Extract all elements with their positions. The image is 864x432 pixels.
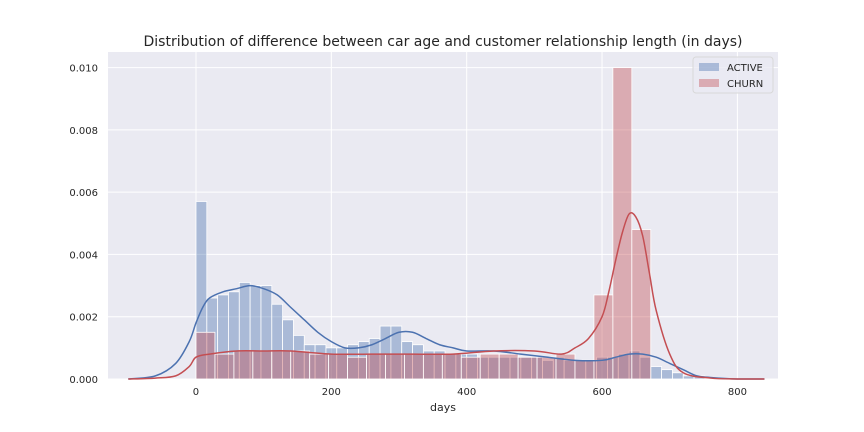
churn-bar <box>631 229 652 380</box>
kde-curves <box>128 212 765 380</box>
churn-bar <box>593 294 614 380</box>
churn-bar <box>233 350 254 380</box>
churn-bar <box>536 356 557 380</box>
y-tick-labels: 0.000 0.002 0.004 0.006 0.008 0.010 <box>69 64 98 386</box>
active-bar <box>650 366 662 380</box>
churn-bar <box>271 350 292 380</box>
churn-bar <box>290 350 311 380</box>
x-axis-label: days <box>430 401 456 414</box>
x-tick-labels: 0 200 400 600 800 <box>193 387 747 398</box>
churn-bar <box>309 353 330 380</box>
churn-bar <box>328 353 348 380</box>
y-tick-label: 0.008 <box>69 126 98 137</box>
chart-title: Distribution of difference between car a… <box>144 34 743 50</box>
plot-area <box>108 52 778 379</box>
y-tick-label: 0.010 <box>69 64 98 75</box>
churn-bar <box>214 353 235 380</box>
churn-bar <box>612 67 633 380</box>
active-bar <box>661 369 673 380</box>
churn-legend-label: CHURN <box>727 79 763 90</box>
x-tick-label: 200 <box>322 387 341 398</box>
y-tick-label: 0.006 <box>69 188 98 199</box>
churn-bar <box>385 353 405 380</box>
y-tick-label: 0.002 <box>69 313 98 324</box>
y-tick-label: 0.004 <box>69 250 98 261</box>
x-tick-label: 400 <box>457 387 476 398</box>
grid <box>108 52 778 380</box>
churn-bar <box>347 356 367 380</box>
churn-bar <box>366 353 386 380</box>
active-legend-label: ACTIVE <box>727 63 763 74</box>
x-tick-label: 0 <box>193 387 199 398</box>
churn-bar <box>404 353 424 380</box>
x-tick-label: 600 <box>592 387 611 398</box>
churn-legend-swatch <box>699 79 719 87</box>
active-bar <box>672 372 684 380</box>
churn-bar <box>498 353 519 380</box>
churn-bar <box>479 353 500 380</box>
y-tick-label: 0.000 <box>69 375 98 386</box>
active-legend-swatch <box>699 63 719 71</box>
x-tick-label: 800 <box>728 387 747 398</box>
churn-bar <box>555 353 576 380</box>
histogram-bars <box>195 67 706 380</box>
churn-bar <box>517 356 538 380</box>
legend-box <box>692 56 774 94</box>
churn-bar <box>574 359 595 380</box>
churn-bar <box>441 353 462 380</box>
churn-bar <box>460 356 481 380</box>
churn-kde-line <box>128 212 765 380</box>
active-kde-line <box>128 284 765 380</box>
churn-bar <box>252 350 273 380</box>
legend: ACTIVE CHURN <box>692 56 774 94</box>
churn-bar <box>422 353 443 380</box>
